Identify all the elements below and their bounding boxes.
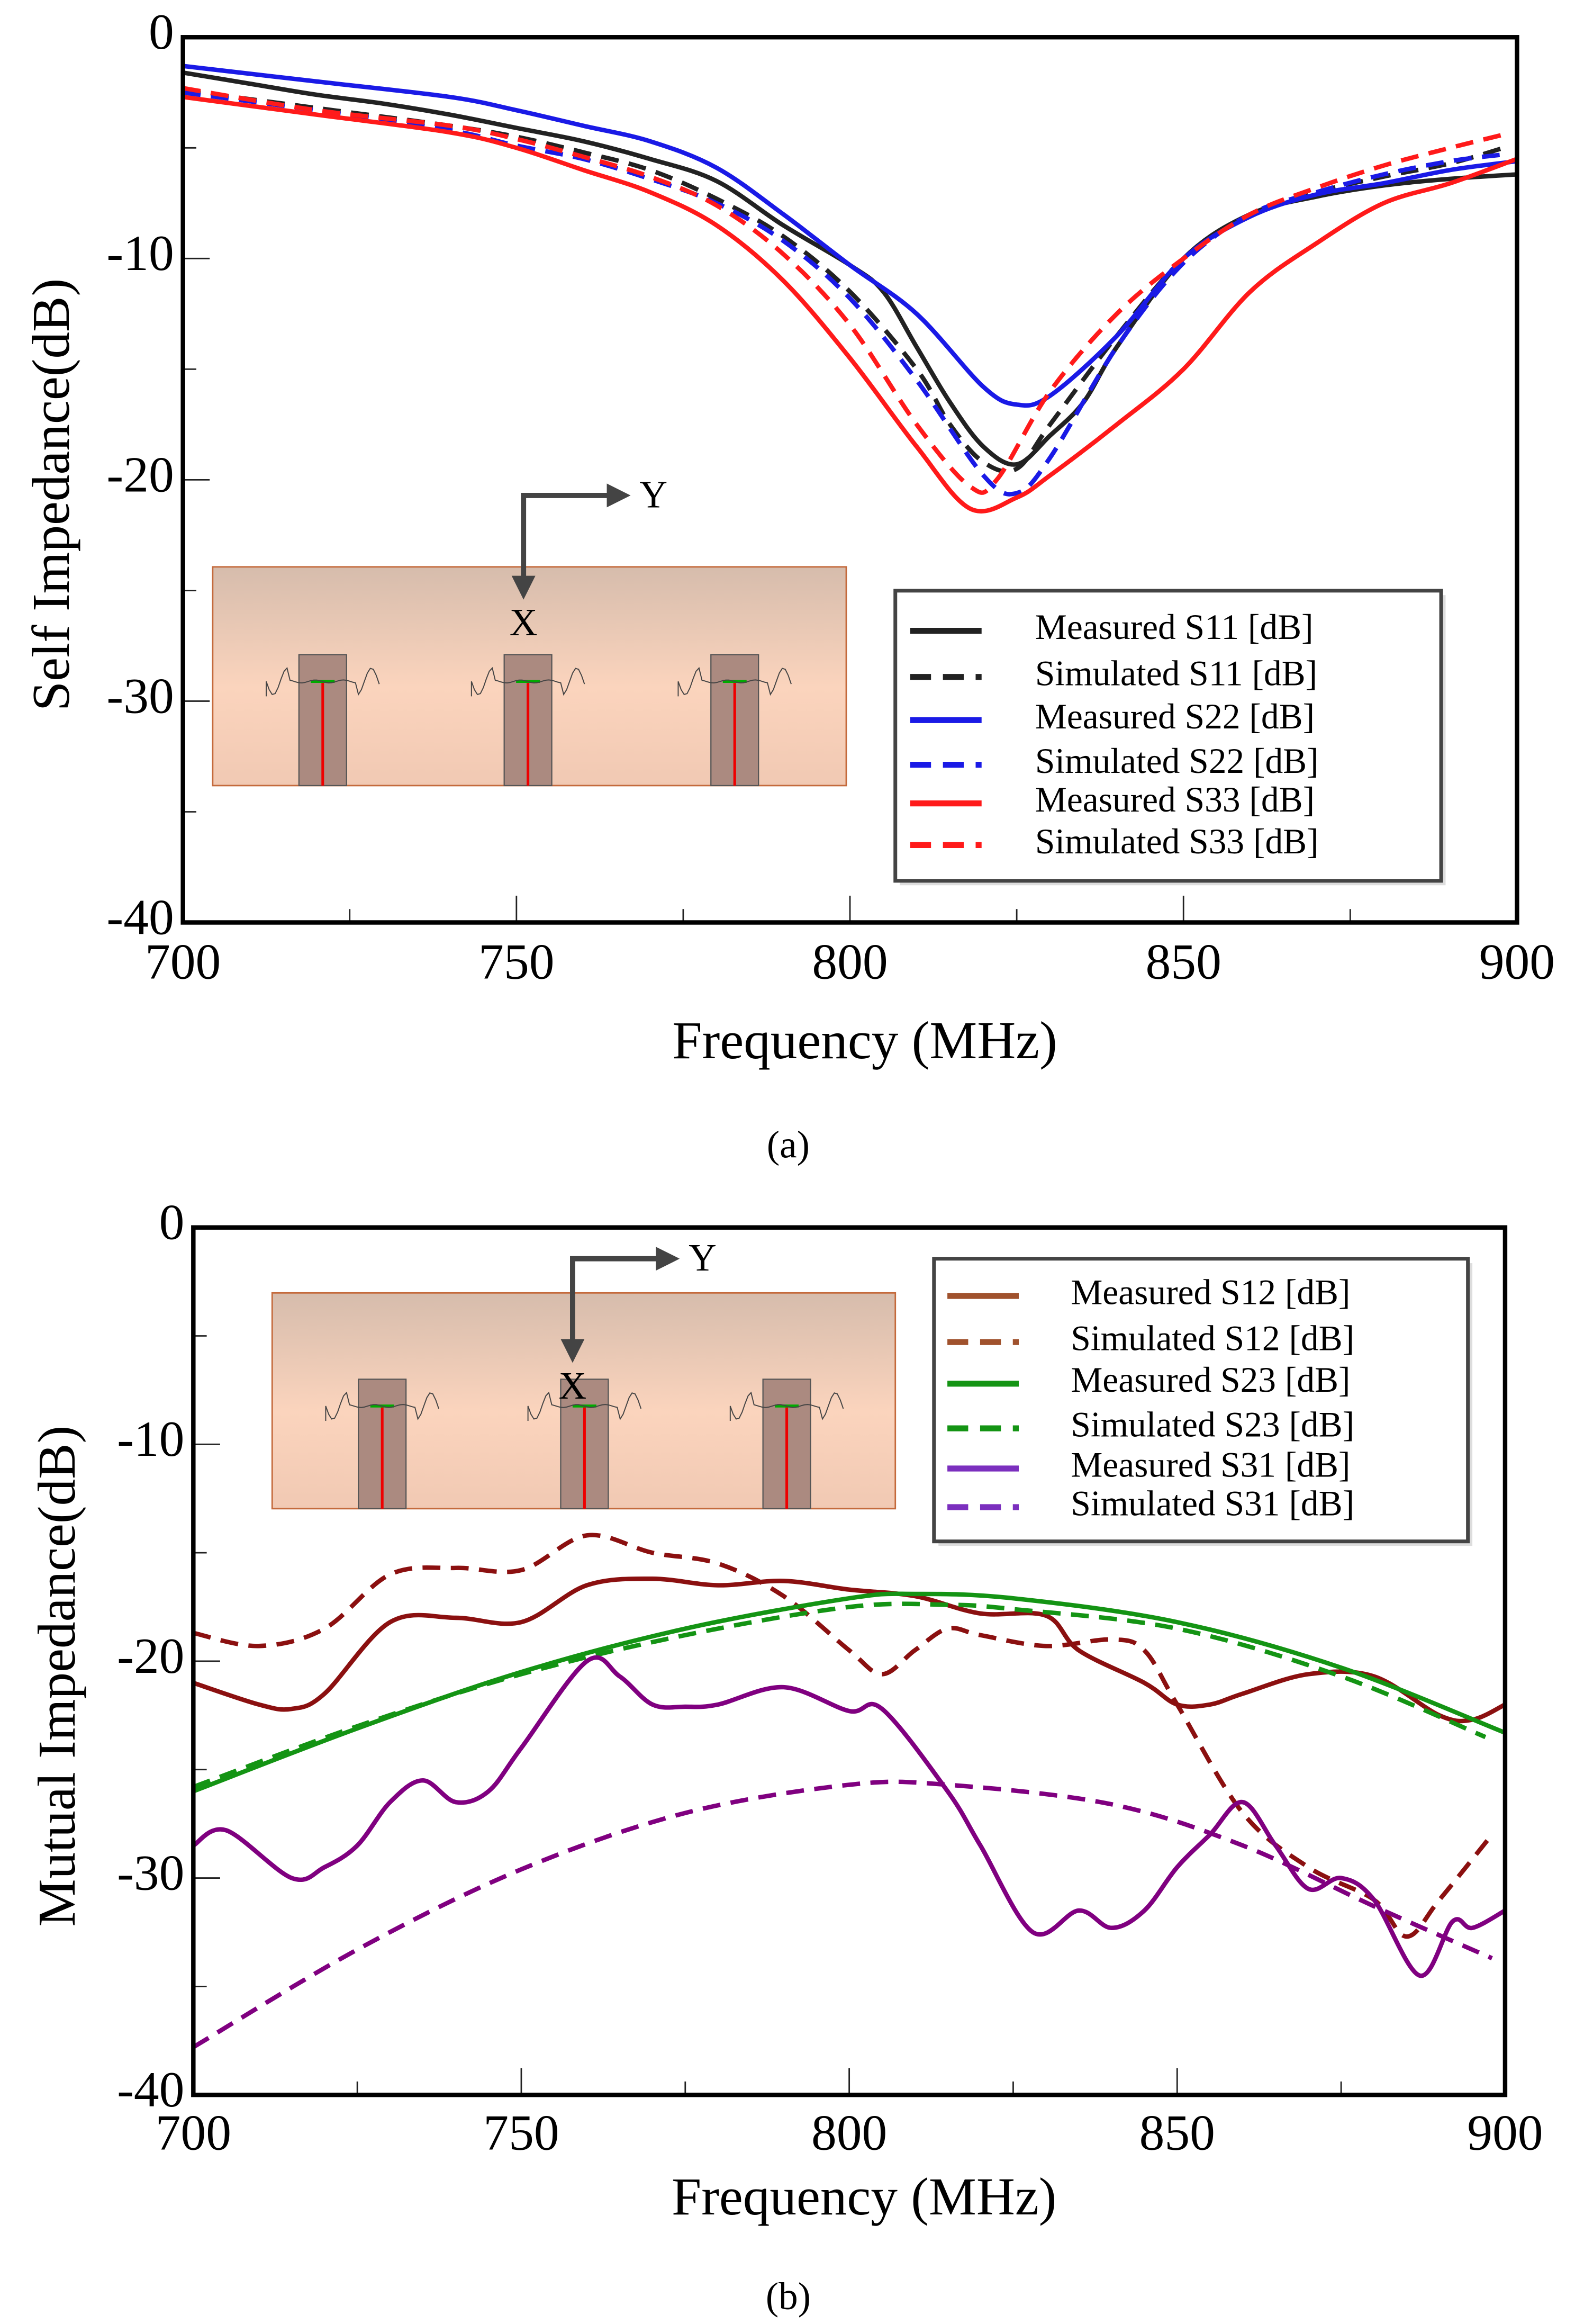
y-tick-label: -40 [117,2061,184,2118]
wave-sketch [677,666,792,697]
y-tick-label: -10 [117,1411,184,1467]
inset-x-label: X [510,601,538,644]
legend-label: Measured S11 [dB] [1035,607,1314,647]
arrow-right-icon [656,1247,680,1271]
wave-sketch [729,1391,844,1421]
x-tick-label: 850 [1139,2105,1215,2161]
x-tick-label: 900 [1479,934,1555,990]
antenna-inset-diagram: YX [212,473,847,787]
legend-box [932,1257,1470,1544]
y-axis-label: Self Impedance(dB) [21,278,80,711]
series-line-simulated-s23 [193,1601,1487,1789]
x-tick-label: 700 [156,2105,231,2161]
y-tick-label: -30 [106,668,174,724]
wave-sketch [470,666,585,697]
wave-sketch [527,1391,642,1421]
legend-label: Simulated S11 [dB] [1035,653,1317,693]
y-tick-label: 0 [159,1194,185,1250]
x-axis-label: Frequency (MHz) [672,1011,1057,1070]
figure-caption: (b) [766,2275,811,2318]
arrow-down-icon [511,575,536,600]
plot-frame [191,1225,1508,2097]
series-line-simulated-s11 [183,88,1505,474]
legend-label: Measured S33 [dB] [1035,780,1315,819]
x-tick-label: 750 [478,934,554,990]
axis-arrow [521,492,613,582]
legend: Measured S11 [dB] Simulated S11 [dB] Measu… [893,589,1446,886]
x-tick-label: 800 [812,934,888,990]
wave-sketch [325,1391,439,1421]
inset-y-label: Y [639,473,667,516]
y-tick-label: -40 [106,889,174,945]
y-tick-label: -20 [117,1628,184,1684]
series-line-simulated-s31 [193,1779,1493,2049]
legend-box [893,589,1443,883]
x-axis-label: Frequency (MHz) [672,2167,1056,2226]
legend-label: Measured S23 [dB] [1071,1360,1350,1400]
inset-x-label: X [559,1364,587,1407]
wave-sketch [266,666,380,697]
x-tick-label: 700 [145,934,221,990]
legend-label: Simulated S23 [dB] [1071,1405,1354,1445]
arrow-right-icon [607,483,631,508]
arrow-down-icon [560,1339,585,1363]
series-line-simulated-s33 [183,86,1505,495]
y-tick-label: -30 [117,1844,184,1900]
legend: Measured S12 [dB]Simulated S12 [dB]Measu… [932,1257,1473,1546]
x-tick-label: 850 [1146,934,1221,990]
legend-label: Measured S31 [dB] [1071,1445,1350,1484]
series-line-simulated-s22 [183,90,1504,497]
legend-label: Simulated S31 [dB] [1071,1484,1354,1524]
series-group [183,64,1517,514]
y-tick-label: -10 [106,225,174,281]
axis-arrow [570,1256,662,1345]
y-tick-label: -20 [106,446,174,502]
y-axis-label: Mutual Impedance(dB) [27,1426,86,1927]
legend-label: Measured S22 [dB] [1035,697,1315,736]
series-group [193,1533,1505,2049]
legend-label: Simulated S22 [dB] [1035,741,1319,781]
legend-label: Simulated S33 [dB] [1035,822,1319,861]
series-line-simulated-s12 [193,1533,1494,1939]
inset-y-label: Y [689,1236,717,1279]
plot-frame [180,35,1519,925]
x-tick-label: 800 [811,2105,887,2161]
series-line-measured-s33 [183,94,1517,514]
x-tick-label: 750 [483,2105,559,2161]
legend-label: Simulated S12 [dB] [1071,1319,1354,1358]
chart-b: 700 750 800 850 900 0 -10 -20 -30 -40 Frequency (M… [27,1194,1543,2318]
y-tick-label: 0 [149,4,174,60]
chart-a: 700 750 800 850 900 0 -10 -20 -30 -40 Frequency (M… [21,4,1555,1166]
series-line-measured-s11 [183,70,1517,467]
series-line-measured-s31 [193,1655,1505,1978]
legend-label: Measured S12 [dB] [1071,1272,1350,1312]
antenna-inset-diagram: YX [271,1236,897,1510]
figure-caption: (a) [767,1123,810,1166]
x-tick-label: 900 [1467,2105,1543,2161]
